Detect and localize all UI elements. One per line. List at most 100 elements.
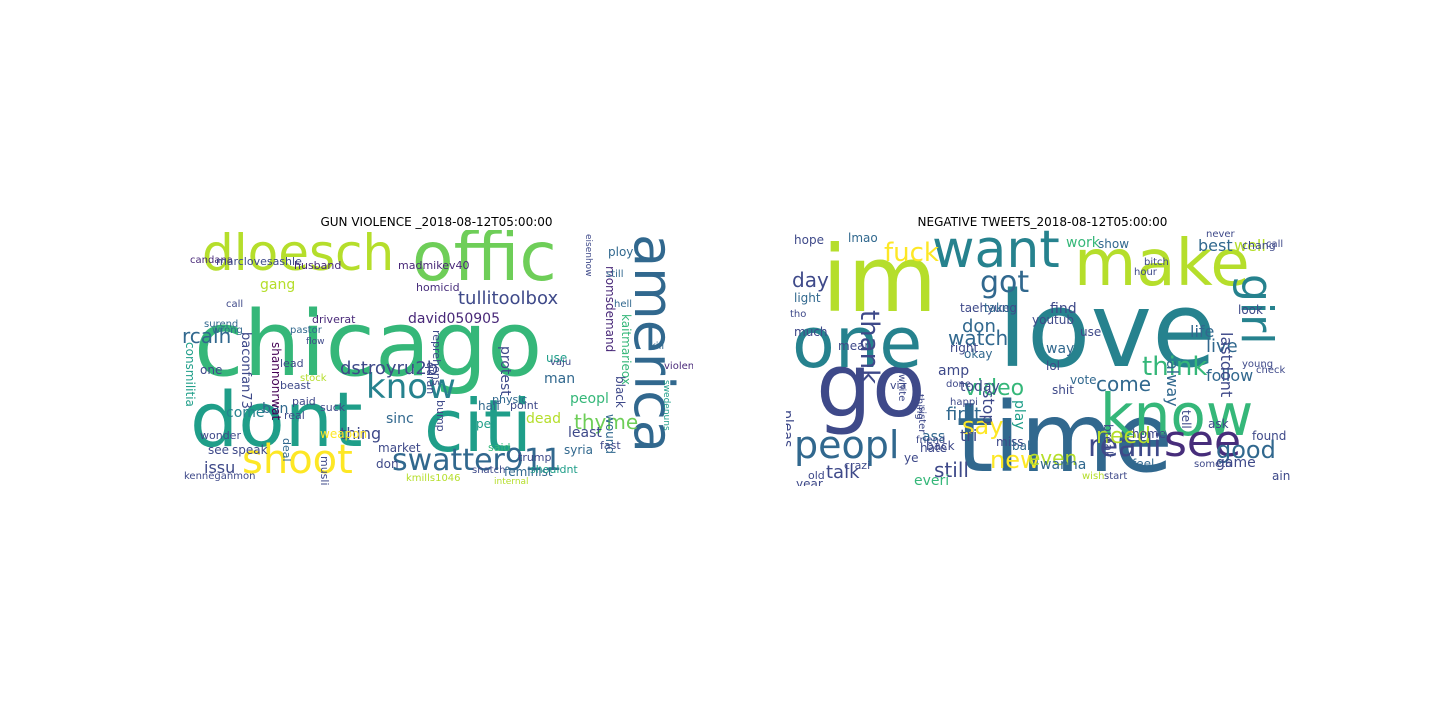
word-ain: ain	[1272, 469, 1291, 483]
word-real: real	[284, 409, 305, 422]
word-tho: tho	[790, 309, 807, 320]
word-sinc: sinc	[386, 411, 414, 427]
word-look: look	[1238, 303, 1263, 317]
word-video: video	[964, 376, 1025, 401]
word-physic: physic	[492, 393, 528, 406]
word-back: back	[926, 439, 955, 453]
word-pastor: pastor	[290, 325, 322, 336]
wordcloud-negative-tweets: love time im go one make know want peopl see girl g…	[786, 230, 1299, 486]
word-homicid: homicid	[416, 281, 460, 294]
word-much: much	[794, 325, 828, 339]
word-dont: dont	[190, 375, 363, 464]
word-ban: ban	[262, 401, 289, 417]
word-good: good	[1216, 436, 1276, 464]
word-swedenuns: swedenuns	[661, 380, 671, 431]
word-tell: tell	[1179, 410, 1193, 429]
word-baconfan73: baconfan73	[238, 332, 253, 409]
word-one: one	[200, 363, 223, 377]
word-im: im	[822, 230, 938, 333]
word-lead: lead	[280, 357, 304, 370]
word-call: call	[1266, 239, 1284, 250]
word-least: least	[568, 425, 602, 441]
word-way: way	[1046, 341, 1075, 357]
word-first: first	[946, 404, 982, 425]
word-fuck: fuck	[884, 238, 939, 268]
word-wrong: wrong	[212, 325, 243, 336]
word-dead: dead	[526, 411, 561, 427]
word-well: well	[1234, 236, 1266, 255]
word-flow: flow	[306, 337, 325, 347]
word-stock: stock	[300, 373, 327, 384]
word-still: still	[934, 458, 969, 482]
word-babi: babi	[1012, 439, 1038, 453]
word-thing: thing	[914, 394, 925, 420]
word-half: half	[478, 399, 501, 413]
word-deal: deal	[280, 438, 293, 462]
word-consmilitia: consmilitia	[183, 342, 197, 407]
word-trump: trump	[518, 451, 552, 464]
word-come: come	[1096, 372, 1152, 396]
word-new: new	[990, 446, 1040, 474]
word-bitch: bitch	[1144, 257, 1169, 268]
word-peopl: peopl	[570, 391, 609, 407]
word-syria: syria	[564, 443, 593, 457]
word-bump: bump	[434, 400, 447, 432]
word-white: white	[896, 374, 907, 402]
word-fast: fast	[600, 439, 621, 452]
word-feminist: feminist	[504, 465, 553, 479]
word-per: per	[476, 417, 496, 431]
word-old: old	[808, 469, 825, 482]
word-thing: thing	[340, 424, 382, 443]
word-mean: mean	[838, 339, 873, 353]
word-find: find	[1050, 301, 1077, 317]
word-make: make	[1074, 230, 1250, 301]
word-hell: hell	[614, 299, 633, 310]
word-kaitmarieox: kaitmarieox	[619, 314, 633, 385]
word-see: see	[208, 443, 230, 457]
word-right: right	[950, 341, 979, 355]
word-play: play	[1011, 400, 1027, 430]
word-happi: happi	[950, 397, 978, 408]
word-miss: miss	[996, 435, 1024, 449]
word-madmikev40: madmikev40	[398, 259, 470, 272]
word-reprehens: reprehens	[430, 330, 443, 386]
word-today: today	[960, 379, 1000, 395]
word-one: one	[792, 302, 923, 384]
word-light: light	[794, 291, 821, 305]
word-speak: speak	[232, 443, 268, 457]
word-work: work	[1066, 235, 1100, 251]
panel-title-gun-violence: GUN VIOLENCE _2018-08-12T05:00:00	[320, 215, 553, 229]
word-life: life	[1190, 322, 1215, 341]
word-watch: watch	[948, 326, 1009, 350]
word-husband: husband	[294, 259, 342, 272]
word-start: start	[1104, 471, 1128, 482]
word-never: never	[1206, 230, 1235, 240]
word-dstroyru2b: dstroyru2b	[340, 358, 439, 379]
word-driverat: driverat	[312, 313, 356, 326]
word-know: know	[1100, 381, 1254, 449]
word-young: young	[1242, 359, 1274, 370]
word-live: live	[1206, 336, 1238, 357]
word-youtub: youtub	[1032, 313, 1074, 327]
word-amp: amp	[938, 363, 970, 379]
word-wonder: wonder	[200, 429, 241, 442]
word-shoot: shoot	[242, 437, 353, 483]
word-tri: tri	[960, 426, 978, 445]
word-surend: surend	[204, 319, 239, 330]
word-offic: offic	[412, 230, 557, 297]
word-everi: everi	[914, 473, 950, 486]
word-follow: follow	[1206, 366, 1254, 385]
word-shouldnt: shouldnt	[530, 463, 578, 476]
word-beast: beast	[280, 379, 311, 392]
word-eisenhow: eisenhow	[583, 234, 593, 277]
word-thyme: thyme	[574, 410, 639, 434]
word-hour: hour	[1134, 267, 1157, 278]
word-think: think	[1142, 352, 1208, 382]
word-come: come	[226, 405, 265, 421]
word-friend: friend	[916, 435, 946, 446]
word-use: use	[546, 351, 568, 365]
word-realli: realli	[1088, 429, 1162, 464]
word-done: done	[946, 379, 971, 390]
word-said: said	[488, 441, 511, 454]
word-chang: chang	[1242, 239, 1276, 252]
